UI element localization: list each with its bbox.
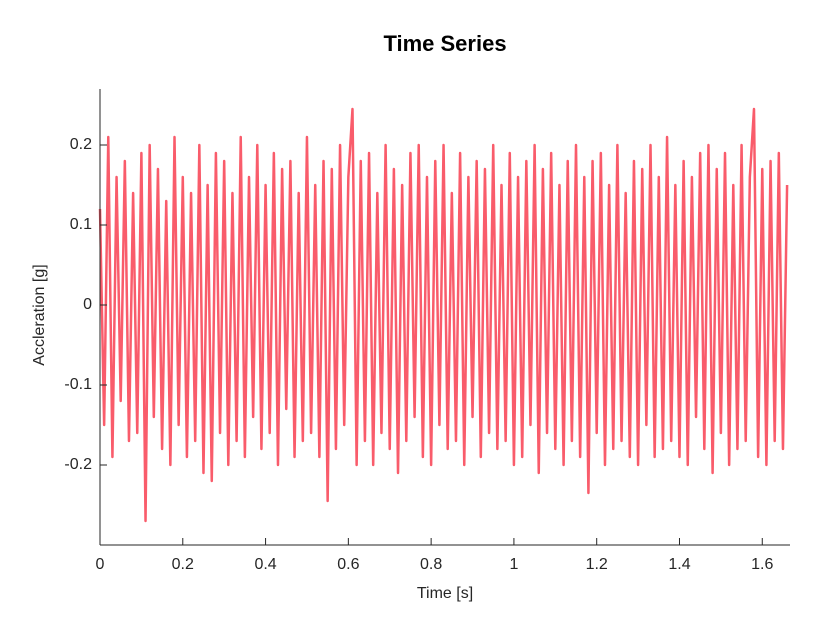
- x-tick-label: 0: [96, 556, 105, 573]
- x-tick-label: 1.6: [751, 556, 773, 573]
- y-tick-label: -0.1: [64, 376, 92, 393]
- x-tick-label: 1: [509, 556, 518, 573]
- x-tick-label: 0.6: [337, 556, 359, 573]
- data-line: [98, 107, 789, 523]
- chart-title: Time Series: [383, 31, 506, 56]
- x-tick-label: 0.2: [172, 556, 194, 573]
- y-tick-label: 0.1: [70, 216, 92, 233]
- y-tick-label: 0.2: [70, 136, 92, 153]
- y-axis-label: Accleration [g]: [31, 264, 48, 365]
- x-tick-label: 1.2: [586, 556, 608, 573]
- x-axis-label: Time [s]: [417, 585, 473, 602]
- x-tick-label: 1.4: [668, 556, 690, 573]
- y-tick-label: -0.2: [64, 456, 92, 473]
- y-tick-label: 0: [83, 296, 92, 313]
- x-tick-label: 0.4: [254, 556, 276, 573]
- x-tick-label: 0.8: [420, 556, 442, 573]
